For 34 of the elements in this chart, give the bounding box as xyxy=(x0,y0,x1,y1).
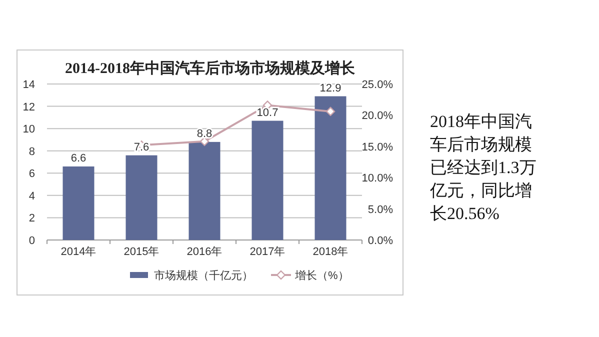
bar xyxy=(314,96,346,240)
x-tick-label: 2017年 xyxy=(250,246,286,258)
y-tick-label: 12 xyxy=(22,101,35,114)
y-tick-label: 14 xyxy=(22,79,35,91)
bar xyxy=(62,166,94,240)
y2-tick-label: 25.0% xyxy=(362,79,394,91)
y-tick-label: 2 xyxy=(28,212,35,225)
text: 2018年中国汽车后市场规模已经达到1.3万亿元，同比增长20.56% xyxy=(430,111,538,225)
bar xyxy=(252,120,284,240)
data-label: 8.8 xyxy=(196,128,212,140)
data-label: 6.6 xyxy=(70,152,86,164)
y2-tick-label: 0.0% xyxy=(368,235,394,247)
bar xyxy=(126,155,158,240)
y2-tick-label: 20.0% xyxy=(362,110,394,122)
y2-tick-label: 10.0% xyxy=(362,172,394,185)
x-tick-label: 2018年 xyxy=(312,246,348,258)
chart-title: 2014-2018年中国汽车后市场市场规模及增长 xyxy=(65,59,356,77)
x-tick-label: 2015年 xyxy=(124,246,160,258)
legend-label: 市场规模（千亿元） xyxy=(154,269,253,282)
bar xyxy=(188,142,220,240)
y2-tick-label: 5.0% xyxy=(368,204,394,216)
y-tick-label: 8 xyxy=(28,146,35,158)
data-label: 12.9 xyxy=(320,82,342,94)
y2-tick-label: 15.0% xyxy=(362,141,394,154)
legend-label: 增长（%） xyxy=(294,269,349,282)
data-label: 10.7 xyxy=(256,106,278,119)
point xyxy=(326,106,336,116)
y-tick-label: 6 xyxy=(28,168,35,180)
x-tick-label: 2016年 xyxy=(186,246,222,258)
y-tick-label: 0 xyxy=(28,235,35,247)
data-label: 7.6 xyxy=(134,141,150,154)
x-tick-label: 2014年 xyxy=(60,246,96,258)
y-tick-label: 10 xyxy=(22,124,35,136)
y-tick-label: 4 xyxy=(28,190,35,202)
